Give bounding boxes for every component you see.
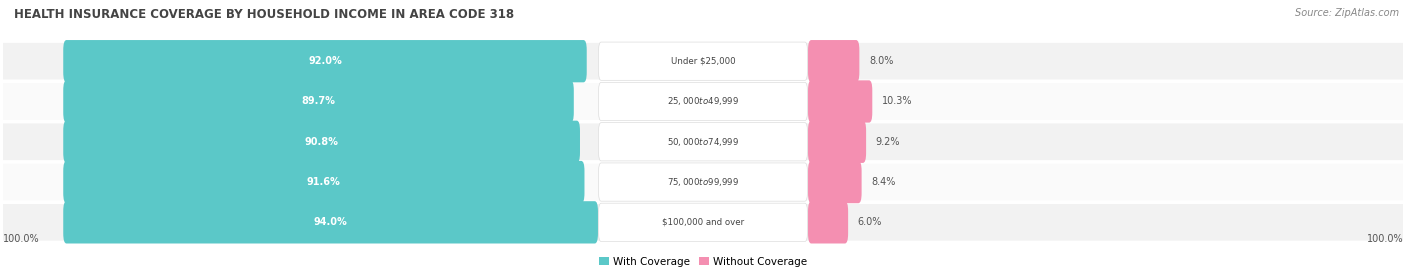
- Text: 9.2%: 9.2%: [876, 137, 900, 147]
- FancyBboxPatch shape: [599, 123, 807, 161]
- FancyBboxPatch shape: [599, 82, 807, 121]
- FancyBboxPatch shape: [63, 40, 586, 82]
- FancyBboxPatch shape: [808, 40, 859, 82]
- Text: Source: ZipAtlas.com: Source: ZipAtlas.com: [1295, 8, 1399, 18]
- Text: 10.3%: 10.3%: [882, 97, 912, 107]
- FancyBboxPatch shape: [63, 80, 574, 123]
- FancyBboxPatch shape: [63, 201, 598, 243]
- FancyBboxPatch shape: [808, 201, 848, 243]
- Text: $100,000 and over: $100,000 and over: [662, 218, 744, 227]
- Text: $25,000 to $49,999: $25,000 to $49,999: [666, 95, 740, 108]
- Text: HEALTH INSURANCE COVERAGE BY HOUSEHOLD INCOME IN AREA CODE 318: HEALTH INSURANCE COVERAGE BY HOUSEHOLD I…: [14, 8, 515, 21]
- FancyBboxPatch shape: [599, 163, 807, 201]
- Text: 8.0%: 8.0%: [869, 56, 893, 66]
- Text: 92.0%: 92.0%: [308, 56, 342, 66]
- Text: 89.7%: 89.7%: [302, 97, 336, 107]
- FancyBboxPatch shape: [3, 83, 1403, 120]
- FancyBboxPatch shape: [808, 80, 872, 123]
- FancyBboxPatch shape: [63, 121, 581, 163]
- FancyBboxPatch shape: [808, 161, 862, 203]
- Text: 100.0%: 100.0%: [1367, 234, 1403, 244]
- Text: 100.0%: 100.0%: [3, 234, 39, 244]
- Text: $50,000 to $74,999: $50,000 to $74,999: [666, 136, 740, 148]
- FancyBboxPatch shape: [3, 43, 1403, 80]
- FancyBboxPatch shape: [3, 204, 1403, 241]
- FancyBboxPatch shape: [599, 203, 807, 242]
- FancyBboxPatch shape: [599, 42, 807, 80]
- Text: 8.4%: 8.4%: [872, 177, 896, 187]
- FancyBboxPatch shape: [808, 121, 866, 163]
- Text: 6.0%: 6.0%: [858, 217, 882, 227]
- Text: Under $25,000: Under $25,000: [671, 57, 735, 66]
- Legend: With Coverage, Without Coverage: With Coverage, Without Coverage: [595, 252, 811, 269]
- FancyBboxPatch shape: [3, 164, 1403, 200]
- Text: 94.0%: 94.0%: [314, 217, 347, 227]
- FancyBboxPatch shape: [3, 123, 1403, 160]
- Text: 91.6%: 91.6%: [307, 177, 340, 187]
- FancyBboxPatch shape: [63, 161, 585, 203]
- Text: 90.8%: 90.8%: [305, 137, 339, 147]
- Text: $75,000 to $99,999: $75,000 to $99,999: [666, 176, 740, 188]
